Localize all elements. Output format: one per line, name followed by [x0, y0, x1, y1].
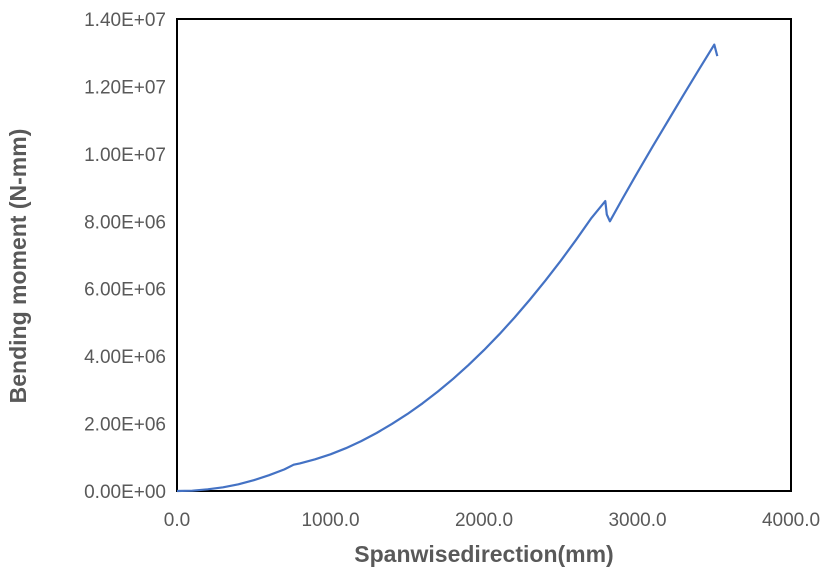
data-point: [698, 69, 699, 70]
data-point: [545, 280, 546, 281]
data-point: [652, 146, 653, 147]
data-point: [683, 94, 684, 95]
data-point: [560, 260, 561, 261]
y-tick-label: 4.00E+06: [84, 347, 166, 368]
y-tick-label: 1.20E+07: [84, 77, 166, 98]
data-point: [668, 120, 669, 121]
data-point: [717, 56, 718, 57]
data-point: [591, 217, 592, 218]
x-tick-label: 0.0: [164, 510, 190, 531]
data-point: [253, 480, 254, 481]
data-point: [499, 334, 500, 335]
data-point: [483, 350, 484, 351]
data-point: [207, 489, 208, 490]
plot-area-frame: [176, 18, 792, 492]
data-point: [223, 487, 224, 488]
data-point: [609, 221, 610, 222]
x-tick-labels: 0.0 1000.0 2000.0 3000.0 4000.0: [164, 510, 820, 531]
series-points: [176, 44, 718, 492]
data-point: [422, 403, 423, 404]
y-tick-label: 1.40E+07: [84, 10, 166, 31]
data-point: [468, 364, 469, 365]
data-point: [514, 317, 515, 318]
data-point: [407, 414, 408, 415]
data-point: [192, 490, 193, 491]
y-tick-labels: 0.00E+00 2.00E+06 4.00E+06 6.00E+06 8.00E+06…: [84, 10, 166, 503]
y-tick-label: 2.00E+06: [84, 415, 166, 436]
data-point: [284, 469, 285, 470]
data-point: [293, 464, 294, 465]
y-axis-title: Bending moment (N-mm): [5, 129, 31, 404]
data-point: [269, 475, 270, 476]
data-point: [345, 448, 346, 449]
y-tick-label: 8.00E+06: [84, 212, 166, 233]
data-point: [637, 172, 638, 173]
data-point: [605, 201, 606, 202]
x-tick-label: 2000.0: [455, 510, 513, 531]
x-tick-label: 4000.0: [762, 510, 820, 531]
data-point: [376, 432, 377, 433]
data-point: [622, 199, 623, 200]
y-tick-label: 6.00E+06: [84, 280, 166, 301]
x-axis-title: Spanwisedirection(mm): [354, 541, 613, 567]
x-tick-label: 1000.0: [301, 510, 359, 531]
data-point: [576, 239, 577, 240]
data-point: [437, 391, 438, 392]
data-point: [299, 463, 300, 464]
y-tick-label: 0.00E+00: [84, 482, 166, 503]
data-point: [453, 378, 454, 379]
data-point: [714, 44, 715, 45]
y-tick-label: 1.00E+07: [84, 145, 166, 166]
bending-moment-line: [176, 43, 719, 493]
data-point: [606, 214, 607, 215]
data-point: [391, 423, 392, 424]
data-point: [238, 484, 239, 485]
data-point: [176, 490, 177, 491]
data-point: [529, 299, 530, 300]
data-point: [315, 459, 316, 460]
x-tick-label: 3000.0: [608, 510, 666, 531]
data-point: [330, 454, 331, 455]
data-point: [361, 441, 362, 442]
